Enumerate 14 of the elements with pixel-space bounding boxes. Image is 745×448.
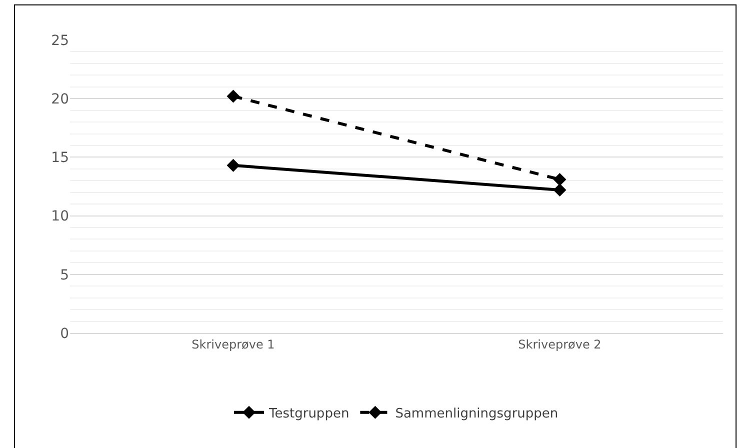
y-tick-label: 25 <box>51 32 69 49</box>
x-tick-label: Skriveprøve 2 <box>518 337 602 352</box>
y-tick-label: 0 <box>60 326 69 342</box>
point <box>553 184 566 197</box>
y-tick-label: 10 <box>51 208 69 225</box>
y-tick-label: 5 <box>60 267 69 284</box>
point <box>226 90 240 103</box>
x-tick-label: Skriveprøve 1 <box>192 337 275 352</box>
legend-label: Testgruppen <box>268 406 350 422</box>
point <box>553 172 566 186</box>
y-tick-label: 15 <box>51 150 69 166</box>
legend-label: Sammenligningsgruppen <box>395 406 558 422</box>
y-tick-label: 20 <box>51 92 69 108</box>
point <box>226 158 240 172</box>
